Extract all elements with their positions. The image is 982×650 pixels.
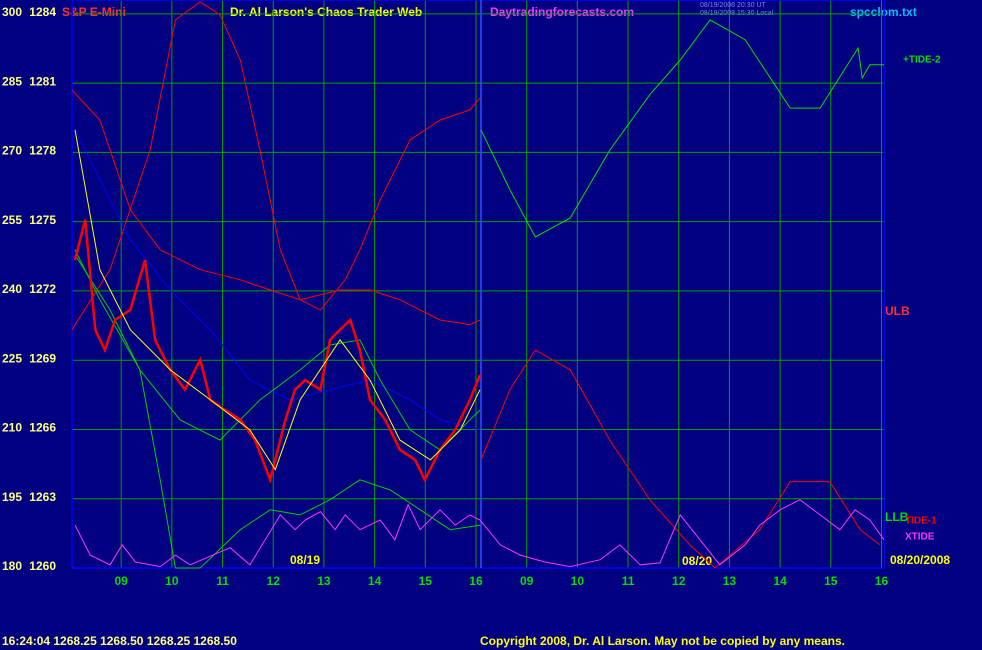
y-tick-label: 225	[2, 351, 22, 365]
y-tick-label: 285	[2, 74, 22, 88]
y-tick-label: 270	[2, 144, 22, 158]
x-tick-label: 14	[368, 574, 382, 588]
y2-tick-label: 1260	[29, 559, 56, 573]
y2-tick-label: 1272	[29, 282, 56, 296]
series-line	[480, 19, 884, 238]
y-tick-label: 210	[2, 421, 22, 435]
y2-tick-label: 1275	[29, 213, 56, 227]
x-tick-label: 11	[622, 574, 635, 588]
series-line	[74, 129, 481, 471]
timestamp: 08/19/2008 15:30 Local	[700, 10, 774, 17]
date-label: 08/20	[682, 554, 712, 568]
x-tick-label: 11	[216, 574, 229, 588]
y2-tick-label: 1278	[29, 144, 56, 158]
annotation: ULB	[885, 304, 910, 318]
x-tick-label: 12	[672, 574, 686, 588]
x-tick-label: 16	[469, 574, 483, 588]
x-tick-label: 10	[165, 574, 179, 588]
series-line	[71, 1, 481, 330]
y2-tick-label: 1266	[29, 421, 56, 435]
y2-tick-label: 1269	[29, 351, 56, 365]
instrument: S&P E-Mini	[62, 5, 126, 19]
y2-tick-label: 1263	[29, 490, 56, 504]
y-tick-label: 180	[2, 559, 22, 573]
x-tick-label: 16	[875, 574, 889, 588]
series-label: TIDE-1	[905, 516, 937, 527]
x-tick-label: 10	[571, 574, 585, 588]
date-label: 08/20/2008	[890, 553, 950, 567]
x-tick-label: 15	[419, 574, 433, 588]
series-line	[74, 129, 481, 431]
x-tick-label: 14	[773, 574, 787, 588]
x-tick-label: 09	[520, 574, 534, 588]
series-line	[71, 89, 481, 326]
y-tick-label: 255	[2, 213, 22, 227]
series-label: +TIDE-2	[903, 55, 941, 66]
plot-frame	[71, 0, 885, 569]
x-tick-label: 09	[114, 574, 128, 588]
series-line	[74, 249, 481, 451]
series-label: XTIDE	[905, 532, 935, 543]
y-tick-label: 240	[2, 282, 22, 296]
timestamp: 08/19/2008 20:30 UT	[700, 2, 766, 9]
series-line	[480, 349, 881, 569]
series-line	[74, 499, 885, 568]
series-line	[73, 219, 482, 484]
chart-title: Dr. Al Larson's Chaos Trader Web	[230, 5, 422, 19]
y2-tick-label: 1281	[29, 74, 56, 88]
x-tick-label: 13	[317, 574, 331, 588]
copyright: Copyright 2008, Dr. Al Larson. May not b…	[480, 634, 845, 648]
website: Daytradingforecasts.com	[490, 5, 634, 19]
annotation: LLB	[885, 510, 909, 524]
y2-tick-label: 1284	[29, 5, 56, 19]
x-tick-label: 13	[723, 574, 737, 588]
x-tick-label: 12	[267, 574, 281, 588]
y-tick-label: 300	[2, 5, 22, 19]
status-line: 16:24:04 1268.25 1268.50 1268.25 1268.50	[2, 634, 237, 648]
series-line	[74, 254, 481, 569]
x-tick-label: 15	[824, 574, 838, 588]
y-tick-label: 195	[2, 490, 22, 504]
date-label: 08/19	[290, 553, 320, 567]
